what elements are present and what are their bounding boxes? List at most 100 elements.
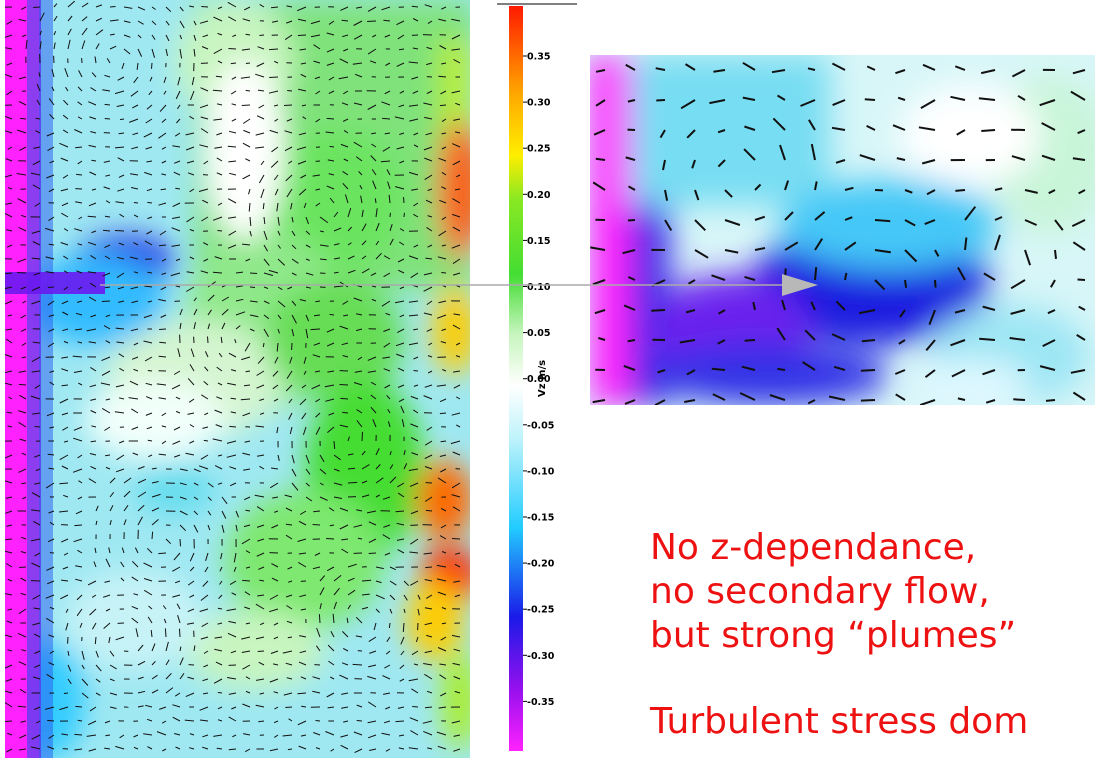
colorbar-tick-label: -0.35 [527,697,554,708]
velocity-arrow [64,693,68,694]
colorbar-tick-label: 0.05 [527,328,550,339]
velocity-arrow [17,273,26,274]
velocity-arrow [815,267,816,280]
velocity-arrow [218,608,222,609]
caption-line-3: but strong “plumes” [650,614,1016,658]
zoom-field-svg [590,55,1095,405]
velocity-arrow [19,567,26,568]
velocity-arrow [180,539,181,546]
velocity-arrow [425,707,432,708]
velocity-arrow [159,356,166,357]
velocity-arrow [229,749,236,750]
velocity-arrow [134,203,138,204]
velocity-arrow [48,287,54,288]
velocity-arrow [330,146,335,147]
velocity-arrow [228,146,236,147]
velocity-arrow [412,707,418,708]
velocity-arrow [342,412,348,413]
velocity-arrow [404,197,405,203]
velocity-arrow [229,426,236,427]
velocity-arrow [334,441,335,449]
velocity-arrow [20,118,26,119]
velocity-arrow [1055,250,1056,259]
colorbar-tick-label: -0.05 [527,420,554,431]
velocity-arrow [120,119,124,120]
colorbar-tick-label: 0.35 [527,52,550,63]
colorbar-tick-label: 0.10 [527,282,551,293]
velocity-arrow [19,384,26,385]
velocity-arrow [208,337,209,344]
caption-line-1: No z-dependance, [650,526,976,570]
velocity-arrow [21,483,26,484]
velocity-arrow [105,104,110,105]
velocity-arrow [5,721,12,722]
velocity-arrow [785,268,786,280]
velocity-arrow [231,63,236,64]
velocity-arrow [242,580,250,581]
velocity-arrow [440,413,446,414]
velocity-arrow [353,664,362,665]
velocity-arrow [301,706,306,707]
velocity-arrow [382,118,390,119]
velocity-arrow [399,49,404,50]
velocity-arrow [340,385,349,386]
velocity-arrow [105,455,110,456]
velocity-arrow [148,440,152,441]
velocity-arrow [152,63,153,69]
colorbar-svg: 0.350.300.250.200.150.100.050.00-0.05-0.… [497,0,587,758]
velocity-arrow [91,441,96,442]
velocity-arrow [298,35,306,36]
velocity-arrow [115,231,124,232]
velocity-arrow [246,34,250,35]
velocity-arrow [628,220,635,221]
velocity-arrow [298,693,307,694]
velocity-arrow [955,190,965,191]
velocity-arrow [981,130,995,131]
velocity-arrow [348,482,357,483]
caption-line-4: Turbulent stress dom [650,700,1028,744]
velocity-arrow [358,538,362,539]
colorbar-tick-label: 0.25 [527,144,550,155]
velocity-arrow [369,553,376,554]
velocity-arrow [258,721,264,722]
velocity-arrow [165,628,166,637]
velocity-arrow [861,400,875,401]
velocity-arrow [250,273,257,274]
velocity-arrow [396,721,405,722]
velocity-arrow [110,7,116,8]
velocity-arrow [258,651,264,652]
colorbar-tick-label: -0.25 [527,605,554,616]
velocity-arrow [316,721,321,722]
velocity-arrow [246,63,250,64]
velocity-arrow [628,340,635,341]
velocity-arrow [414,371,419,372]
main-velocity-field [5,0,470,758]
velocity-arrow [383,20,390,21]
velocity-arrow [74,525,82,526]
velocity-arrow [91,160,96,161]
velocity-arrow [875,220,890,221]
colorbar-label: Vz m/s [537,360,548,397]
velocity-arrow [452,539,460,540]
velocity-arrow [440,105,446,106]
velocity-arrow [285,707,292,708]
velocity-arrow [33,7,40,8]
velocity-arrow [342,20,348,21]
velocity-arrow [250,287,255,288]
velocity-arrow [441,441,446,442]
velocity-arrow [288,749,292,750]
main-field-svg [5,0,470,758]
velocity-arrow [935,280,936,288]
velocity-arrow [62,385,68,386]
velocity-arrow [313,525,320,526]
velocity-arrow [217,231,222,232]
velocity-arrow [327,118,334,119]
velocity-arrow [259,35,264,36]
velocity-arrow [403,623,404,632]
velocity-arrow [119,133,124,134]
velocity-arrow [362,580,371,581]
velocity-arrow [263,343,264,347]
velocity-arrow [712,369,725,370]
left-wall-band [5,0,27,758]
velocity-arrow [320,259,327,260]
